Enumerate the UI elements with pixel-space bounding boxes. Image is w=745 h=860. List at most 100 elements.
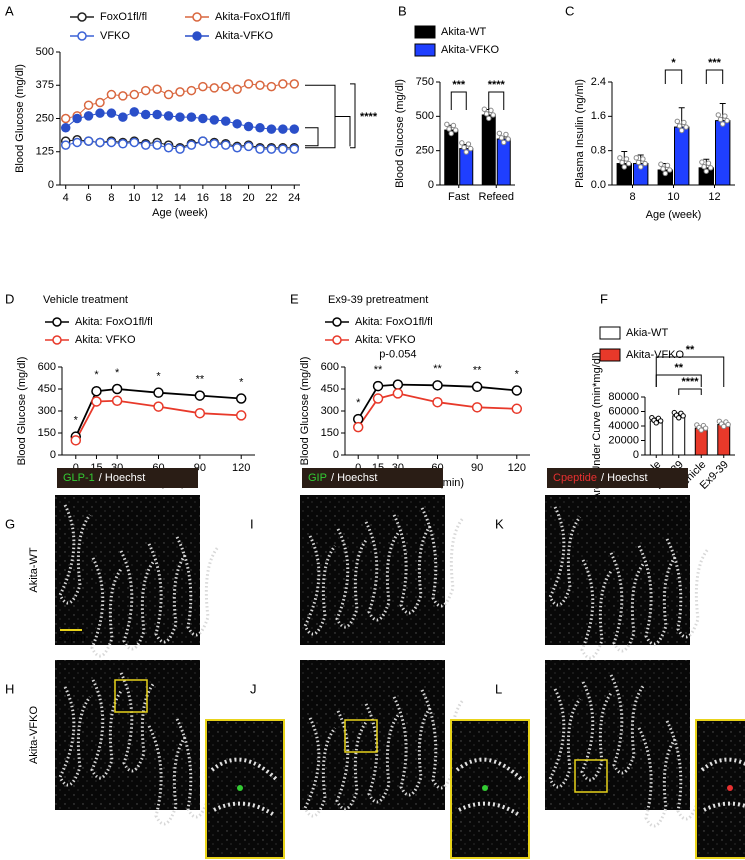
y-tick-label: 0 <box>428 179 434 191</box>
data-point <box>175 144 185 154</box>
legend-swatch <box>414 25 436 39</box>
data-point <box>471 402 483 413</box>
replicate-dot <box>664 162 671 169</box>
panel-letter: D <box>5 291 14 306</box>
replicate-dot <box>662 170 668 177</box>
bracket <box>655 356 725 387</box>
positive-cell <box>237 785 243 791</box>
y-tick-label: 250 <box>36 112 54 124</box>
replicate-dot <box>721 423 727 430</box>
legend-marker <box>192 12 202 22</box>
data-point <box>91 385 102 397</box>
legend-swatch <box>414 43 436 57</box>
data-point <box>72 137 82 148</box>
data-point <box>111 395 123 406</box>
y-axis-label: Blood Glucose (mg/dl) <box>299 357 311 466</box>
replicate-dot <box>701 163 707 170</box>
series-line <box>357 392 517 428</box>
significance: **** <box>488 79 506 91</box>
legend-swatch <box>599 326 621 340</box>
legend-marker <box>52 335 62 345</box>
bar <box>444 129 459 186</box>
data-point <box>140 140 151 150</box>
replicate-dot <box>483 111 490 117</box>
x-tick-label: 120 <box>232 462 250 474</box>
data-point <box>232 119 242 129</box>
data-point <box>118 91 128 101</box>
stain-name: Cpeptide <box>553 472 597 484</box>
replicate-dot <box>459 140 465 146</box>
x-tick-label: 4 <box>63 192 69 204</box>
tissue <box>392 696 433 797</box>
data-point <box>266 144 277 154</box>
replicate-dot <box>679 127 685 134</box>
data-point <box>198 81 208 92</box>
data-point <box>175 112 185 122</box>
data-point <box>194 390 206 401</box>
legend-marker <box>52 317 62 327</box>
x-tick-label: 16 <box>197 192 209 204</box>
data-point <box>129 89 140 100</box>
x-tick-label: 20 <box>242 192 254 204</box>
x-tick-label: 18 <box>220 192 232 204</box>
replicate-dot <box>676 415 682 421</box>
data-point <box>106 108 117 118</box>
series-line <box>74 399 242 441</box>
tissue <box>364 703 401 804</box>
series-line <box>357 383 517 420</box>
replicate-dot <box>490 112 496 118</box>
data-point <box>243 121 254 132</box>
y-tick-label: 40000 <box>608 420 639 432</box>
data-point <box>209 115 220 125</box>
data-point <box>255 80 265 90</box>
legend-swatch <box>599 348 621 362</box>
data-point <box>232 84 242 94</box>
y-tick-label: 0.0 <box>591 179 606 191</box>
data-point <box>372 380 384 392</box>
stain-label: Cpeptide / Hoechst <box>553 472 648 484</box>
data-point <box>60 123 71 133</box>
replicate-dot <box>657 418 664 424</box>
data-point <box>153 387 164 398</box>
replicate-dot <box>486 115 492 122</box>
tissue <box>147 725 188 826</box>
row-label: Akita-VFKO <box>28 706 40 765</box>
inset-tissue <box>455 757 524 817</box>
y-tick-label: 20000 <box>608 434 639 446</box>
data-point <box>83 100 94 110</box>
y-axis-label: Area Under Curve (min*mg/dl) <box>591 352 603 500</box>
y-tick-label: 1.6 <box>591 110 606 122</box>
significance: ** <box>686 344 695 356</box>
x-tick-label: 22 <box>265 192 277 204</box>
inset <box>450 719 530 859</box>
significance: * <box>115 367 120 379</box>
stain-label: GLP-1 / Hoechst <box>63 472 145 484</box>
y-tick-label: 150 <box>321 427 339 439</box>
y-tick-label: 450 <box>321 383 339 395</box>
panel-letter: E <box>290 291 299 306</box>
legend-label: Akita: VFKO <box>75 334 136 346</box>
replicate-dot <box>444 121 450 128</box>
replicate-dot <box>446 126 452 132</box>
data-point <box>266 124 277 134</box>
bar <box>649 420 663 456</box>
data-point <box>471 381 483 393</box>
x-tick-label: 12 <box>708 191 720 203</box>
replicate-dot <box>450 122 457 129</box>
data-point <box>72 113 82 124</box>
y-tick-label: 600 <box>321 361 339 373</box>
inset <box>695 719 745 859</box>
legend-label: Akita: VFKO <box>355 334 416 346</box>
bracket <box>350 83 356 149</box>
y-tick-label: 250 <box>416 145 434 157</box>
tissue <box>147 543 188 644</box>
data-point <box>432 396 443 408</box>
data-point <box>255 123 265 133</box>
panel-letter: J <box>250 681 257 696</box>
data-point <box>152 109 162 120</box>
significance: ** <box>374 364 383 376</box>
legend-label: Akita-VFKO <box>441 44 500 56</box>
significance: * <box>356 397 361 409</box>
y-axis-label: Blood Glucose (mg/dl) <box>16 357 28 466</box>
subtitle: Ex9-39 pretreatment <box>328 294 428 306</box>
